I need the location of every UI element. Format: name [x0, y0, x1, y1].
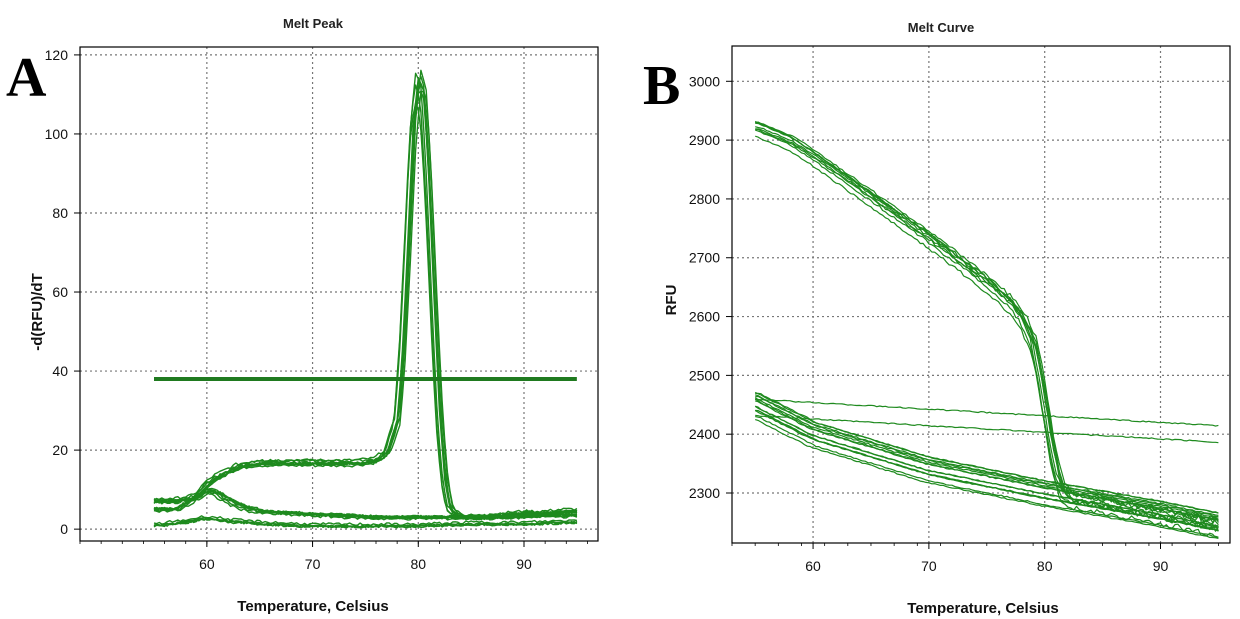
- melt-peak-series-line: [153, 77, 578, 521]
- melt-curve-series-line: [755, 394, 1219, 516]
- melt-peak-panel: A Melt Peak Temperature, Celsius -d(RFU)…: [6, 16, 599, 615]
- melt-curve-y-tick-label: 2800: [689, 191, 720, 207]
- melt-curve-plot-frame: [731, 45, 1231, 544]
- melt-peak-series-line: [153, 72, 578, 517]
- melt-curve-series-line: [755, 409, 1219, 531]
- melt-curve-series-line: [755, 415, 1219, 538]
- melt-curve-y-tick-label: 2600: [689, 309, 720, 325]
- melt-curve-y-tick-label: 2400: [689, 426, 720, 442]
- melt-peak-series-line: [153, 82, 578, 521]
- panel-label-a: A: [6, 47, 47, 109]
- melt-curve-y-tick-label: 2500: [689, 367, 720, 383]
- panel-label-b: B: [643, 55, 680, 117]
- melt-curve-series-line: [754, 120, 1219, 523]
- melt-curve-series-line: [754, 397, 1219, 519]
- melt-curve-grid: [732, 46, 1230, 543]
- melt-curve-series-line: [755, 122, 1219, 525]
- melt-peak-series-line: [153, 488, 578, 519]
- melt-peak-curves: [153, 69, 578, 529]
- melt-curve-y-tick-label: 2900: [689, 132, 720, 148]
- melt-curve-curves: [754, 120, 1219, 539]
- melt-curve-series-line: [755, 405, 1219, 527]
- melt-peak-y-tick-label: 120: [45, 47, 69, 63]
- melt-curve-series-line: [755, 392, 1219, 514]
- melt-curve-y-tick-label: 3000: [689, 73, 720, 89]
- melt-curve-series-line: [755, 128, 1219, 532]
- melt-peak-series-line: [153, 75, 578, 520]
- melt-peak-series-line: [153, 102, 578, 519]
- melt-peak-title: Melt Peak: [283, 16, 344, 31]
- melt-peak-series-line: [153, 491, 578, 521]
- melt-curve-x-tick-label: 60: [805, 558, 821, 574]
- melt-curve-series-line: [755, 419, 1219, 539]
- melt-peak-plot-frame: [79, 46, 599, 542]
- melt-curve-series-line: [755, 128, 1219, 532]
- melt-curve-y-tick-label: 2700: [689, 250, 720, 266]
- melt-curve-series-line: [755, 135, 1219, 539]
- melt-peak-series-line: [153, 90, 578, 520]
- melt-curve-series-line: [755, 121, 1219, 524]
- melt-peak-x-tick-label: 60: [199, 556, 215, 572]
- melt-curve-x-axis-label: Temperature, Celsius: [907, 600, 1058, 617]
- melt-curve-series-line: [754, 398, 1219, 521]
- melt-curve-panel: B Melt Curve Temperature, Celsius RFU 60…: [643, 20, 1231, 617]
- melt-curve-title: Melt Curve: [908, 20, 974, 35]
- melt-peak-y-axis-label: -d(RFU)/dT: [29, 273, 46, 350]
- melt-peak-x-tick-label: 70: [305, 556, 321, 572]
- melt-peak-x-tick-label: 80: [410, 556, 426, 572]
- melt-curve-series-line: [754, 391, 1219, 514]
- melt-peak-y-tick-label: 20: [52, 442, 68, 458]
- melt-peak-y-tick-label: 80: [52, 205, 68, 221]
- melt-peak-grid: [80, 47, 598, 541]
- melt-curve-x-tick-label: 90: [1153, 558, 1169, 574]
- melt-peak-y-tick-label: 100: [45, 126, 69, 142]
- melt-peak-series-line: [153, 69, 578, 518]
- melt-peak-series-line: [153, 84, 578, 520]
- melt-peak-series-line: [153, 517, 578, 529]
- melt-peak-axes: 60 70 80 90 0 20 40 60 80 100 120: [45, 47, 588, 572]
- melt-curve-series-line: [755, 126, 1219, 529]
- melt-curve-y-tick-label: 2300: [689, 485, 720, 501]
- melt-peak-series-line: [153, 90, 578, 519]
- melt-peak-y-tick-label: 0: [60, 521, 68, 537]
- melt-curve-x-tick-label: 80: [1037, 558, 1053, 574]
- melt-curve-series-line: [755, 121, 1219, 526]
- melt-curve-series-line: [755, 395, 1219, 518]
- melt-curve-x-tick-label: 70: [921, 558, 937, 574]
- melt-peak-x-tick-label: 90: [516, 556, 532, 572]
- melt-curve-series-line: [755, 398, 1219, 427]
- melt-curve-y-axis-label: RFU: [663, 285, 680, 316]
- melt-peak-x-axis-label: Temperature, Celsius: [237, 598, 388, 615]
- melt-curve-series-line: [755, 414, 1219, 444]
- melt-peak-y-tick-label: 40: [52, 363, 68, 379]
- melt-curve-series-line: [755, 129, 1219, 529]
- melt-curve-axes: 60 70 80 90 2300 2400 2500 2600 2700 2800 2900 3000: [689, 73, 1219, 574]
- melt-peak-y-tick-label: 60: [52, 284, 68, 300]
